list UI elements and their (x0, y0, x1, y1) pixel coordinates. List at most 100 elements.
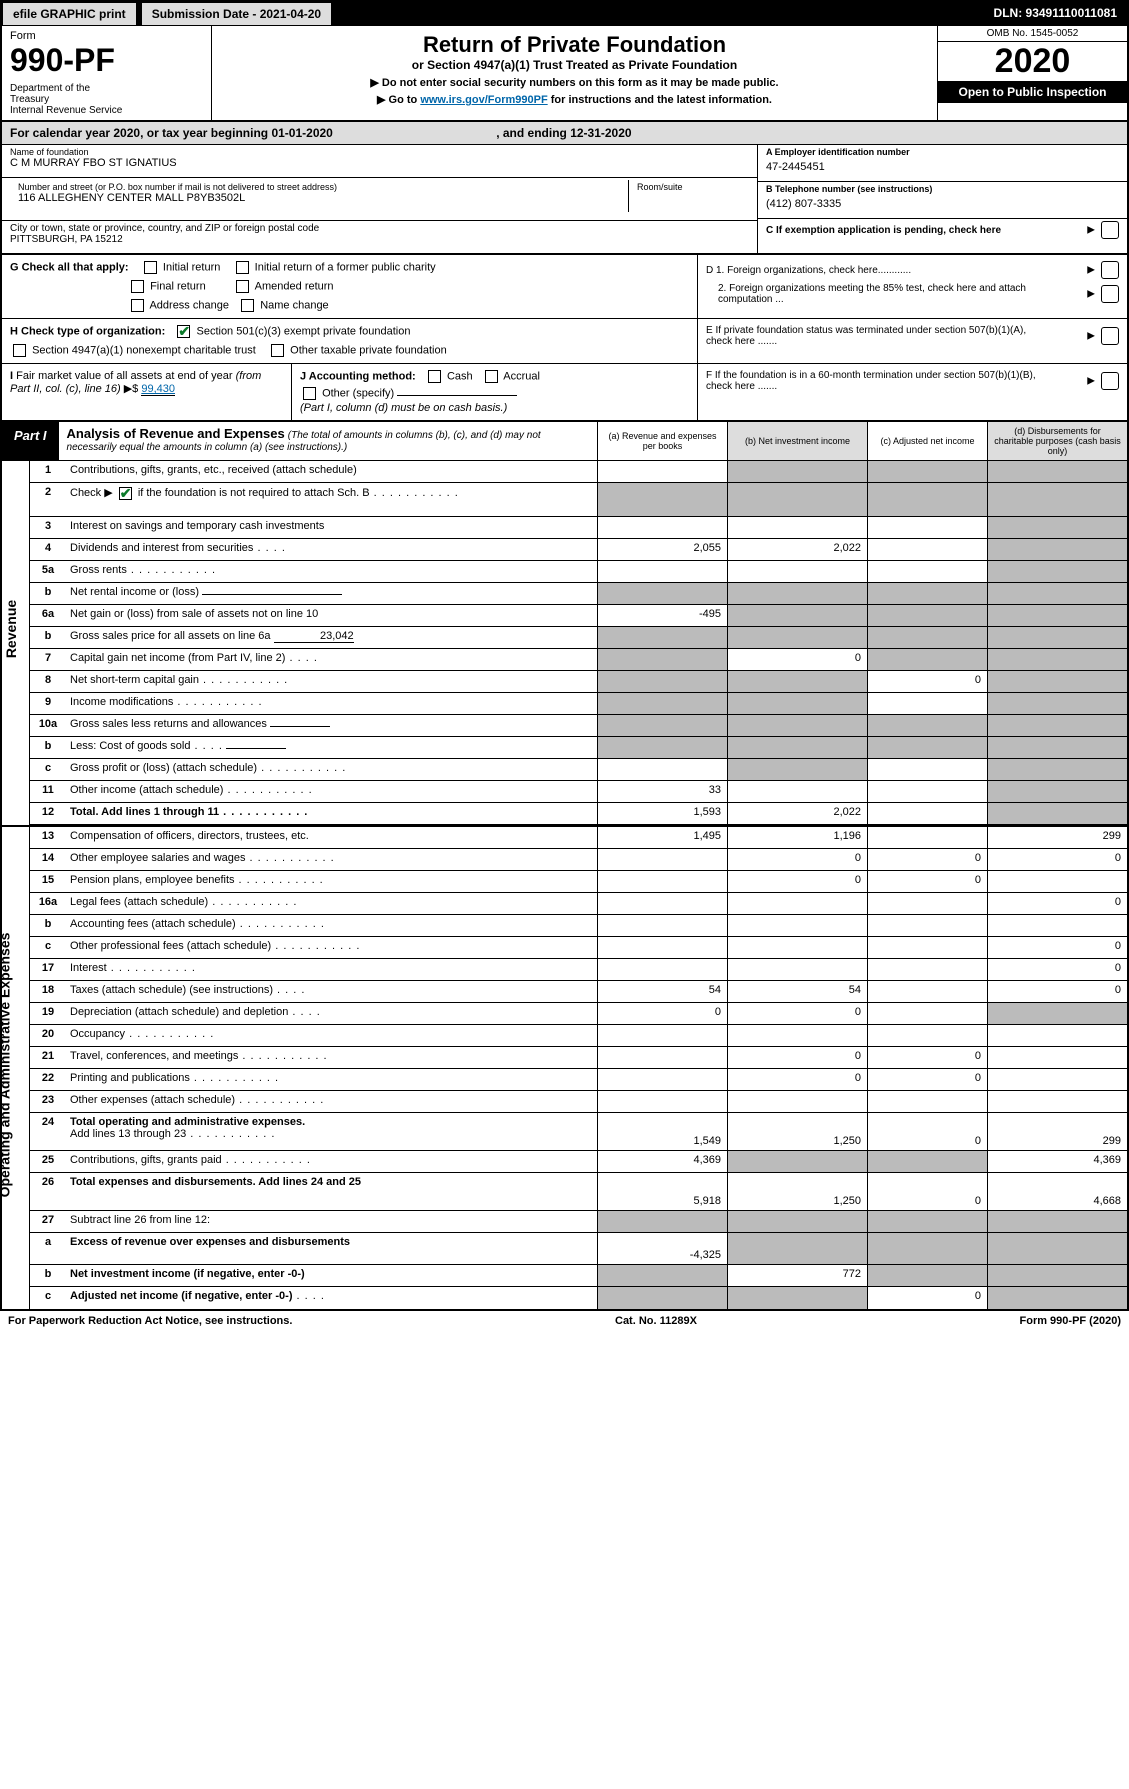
table-row: 21Travel, conferences, and meetings00 (30, 1047, 1127, 1069)
paperwork-notice: For Paperwork Reduction Act Notice, see … (8, 1315, 292, 1327)
form-note-2: ▶ Go to www.irs.gov/Form990PF for instru… (222, 93, 927, 106)
expenses-side-label: Operating and Administrative Expenses (2, 827, 30, 1309)
e-row: E If private foundation status was termi… (706, 325, 1119, 347)
revenue-rows: 1Contributions, gifts, grants, etc., rec… (30, 461, 1127, 825)
col-a-header: (a) Revenue and expenses per books (597, 422, 727, 460)
table-row: bNet rental income or (loss) (30, 583, 1127, 605)
dln-number: DLN: 93491110011081 (984, 2, 1127, 26)
page-footer: For Paperwork Reduction Act Notice, see … (0, 1311, 1129, 1331)
form-ref: Form 990-PF (2020) (1020, 1315, 1121, 1327)
cat-number: Cat. No. 11289X (615, 1315, 697, 1327)
header-right: OMB No. 1545-0052 2020 Open to Public In… (937, 26, 1127, 120)
checkbox-d1[interactable] (1101, 261, 1119, 279)
checkbox-cash[interactable] (428, 370, 441, 383)
checkbox-other-method[interactable] (303, 387, 316, 400)
table-row: 17Interest0 (30, 959, 1127, 981)
check-block-g: G Check all that apply: Initial return I… (2, 254, 1127, 318)
ein-row: A Employer identification number 47-2445… (758, 145, 1127, 182)
table-row: 15Pension plans, employee benefits00 (30, 871, 1127, 893)
table-row: 24Total operating and administrative exp… (30, 1113, 1127, 1151)
checkbox-accrual[interactable] (485, 370, 498, 383)
checkbox-schb[interactable] (119, 487, 132, 500)
table-row: cOther professional fees (attach schedul… (30, 937, 1127, 959)
table-row: 11Other income (attach schedule)33 (30, 781, 1127, 803)
phone-row: B Telephone number (see instructions) (4… (758, 182, 1127, 219)
address-row: Number and street (or P.O. box number if… (2, 178, 757, 221)
f-check: F If the foundation is in a 60-month ter… (697, 364, 1127, 420)
expenses-rows: 13Compensation of officers, directors, t… (30, 827, 1127, 1309)
table-row: 14Other employee salaries and wages000 (30, 849, 1127, 871)
form-title: Return of Private Foundation (222, 32, 927, 58)
checkbox-final[interactable] (131, 280, 144, 293)
ij-row: I Fair market value of all assets at end… (2, 364, 697, 420)
table-row: 12Total. Add lines 1 through 111,5932,02… (30, 803, 1127, 825)
col-c-header: (c) Adjusted net income (867, 422, 987, 460)
j-accounting: J Accounting method: Cash Accrual Other … (292, 364, 697, 420)
checkbox-address[interactable] (131, 299, 144, 312)
i-fmv: I Fair market value of all assets at end… (2, 364, 292, 420)
dept-treasury: Department of theTreasuryInternal Revenu… (10, 83, 203, 116)
h-checks: H Check type of organization: Section 50… (2, 319, 697, 363)
revenue-side-label: Revenue (2, 461, 30, 825)
header-left: Form 990-PF Department of theTreasuryInt… (2, 26, 212, 120)
checkbox-501c3[interactable] (177, 325, 190, 338)
table-row: 27Subtract line 26 from line 12: (30, 1211, 1127, 1233)
table-row: 23Other expenses (attach schedule) (30, 1091, 1127, 1113)
calendar-year-row: For calendar year 2020, or tax year begi… (2, 122, 1127, 145)
checkbox-amended[interactable] (236, 280, 249, 293)
col-b-header: (b) Net investment income (727, 422, 867, 460)
checkbox-other-taxable[interactable] (271, 344, 284, 357)
table-row: 1Contributions, gifts, grants, etc., rec… (30, 461, 1127, 483)
open-to-public: Open to Public Inspection (938, 81, 1127, 103)
part1-header: Part I Analysis of Revenue and Expenses … (2, 420, 1127, 461)
entity-right: A Employer identification number 47-2445… (757, 145, 1127, 253)
table-row: 22Printing and publications00 (30, 1069, 1127, 1091)
table-row: 26Total expenses and disbursements. Add … (30, 1173, 1127, 1211)
table-row: 10aGross sales less returns and allowanc… (30, 715, 1127, 737)
d-checks: D 1. Foreign organizations, check here..… (697, 255, 1127, 318)
checkbox-4947[interactable] (13, 344, 26, 357)
part1-label: Part I (2, 422, 59, 460)
form-note-1: ▶ Do not enter social security numbers o… (222, 76, 927, 89)
check-block-h: H Check type of organization: Section 50… (2, 318, 1127, 363)
part1-desc: Analysis of Revenue and Expenses (The to… (59, 422, 597, 460)
revenue-table: Revenue 1Contributions, gifts, grants, e… (2, 461, 1127, 825)
f-row: F If the foundation is in a 60-month ter… (706, 370, 1119, 392)
fmv-value[interactable]: 99,430 (141, 383, 175, 396)
checkbox-c[interactable] (1101, 221, 1119, 239)
foundation-name-row: Name of foundation C M MURRAY FBO ST IGN… (2, 145, 757, 178)
d2-row: 2. Foreign organizations meeting the 85%… (706, 283, 1119, 305)
checkbox-initial-former[interactable] (236, 261, 249, 274)
city-row: City or town, state or province, country… (2, 221, 757, 253)
table-row: 13Compensation of officers, directors, t… (30, 827, 1127, 849)
omb-number: OMB No. 1545-0052 (938, 26, 1127, 42)
table-row: aExcess of revenue over expenses and dis… (30, 1233, 1127, 1265)
exemption-pending-row: C If exemption application is pending, c… (758, 219, 1127, 247)
checkbox-name[interactable] (241, 299, 254, 312)
table-row: 5aGross rents (30, 561, 1127, 583)
entity-left: Name of foundation C M MURRAY FBO ST IGN… (2, 145, 757, 253)
expenses-table: Operating and Administrative Expenses 13… (2, 825, 1127, 1309)
entity-block: Name of foundation C M MURRAY FBO ST IGN… (2, 145, 1127, 254)
submission-date: Submission Date - 2021-04-20 (141, 2, 332, 26)
tax-year: 2020 (938, 42, 1127, 81)
g-checks: G Check all that apply: Initial return I… (2, 255, 697, 318)
checkbox-f[interactable] (1101, 372, 1119, 390)
table-row: bNet investment income (if negative, ent… (30, 1265, 1127, 1287)
table-row: 6aNet gain or (loss) from sale of assets… (30, 605, 1127, 627)
table-row: 19Depreciation (attach schedule) and dep… (30, 1003, 1127, 1025)
efile-print-btn[interactable]: efile GRAPHIC print (2, 2, 137, 26)
checkbox-d2[interactable] (1101, 285, 1119, 303)
table-row: 18Taxes (attach schedule) (see instructi… (30, 981, 1127, 1003)
topbar: efile GRAPHIC print Submission Date - 20… (2, 2, 1127, 26)
form-label: Form (10, 30, 203, 42)
table-row: 8Net short-term capital gain0 (30, 671, 1127, 693)
form-number: 990-PF (10, 42, 203, 79)
column-headers: (a) Revenue and expenses per books (b) N… (597, 422, 1127, 460)
e-check: E If private foundation status was termi… (697, 319, 1127, 363)
table-row: bAccounting fees (attach schedule) (30, 915, 1127, 937)
table-row: bGross sales price for all assets on lin… (30, 627, 1127, 649)
checkbox-e[interactable] (1101, 327, 1119, 345)
checkbox-initial[interactable] (144, 261, 157, 274)
irs-link[interactable]: www.irs.gov/Form990PF (420, 94, 547, 106)
